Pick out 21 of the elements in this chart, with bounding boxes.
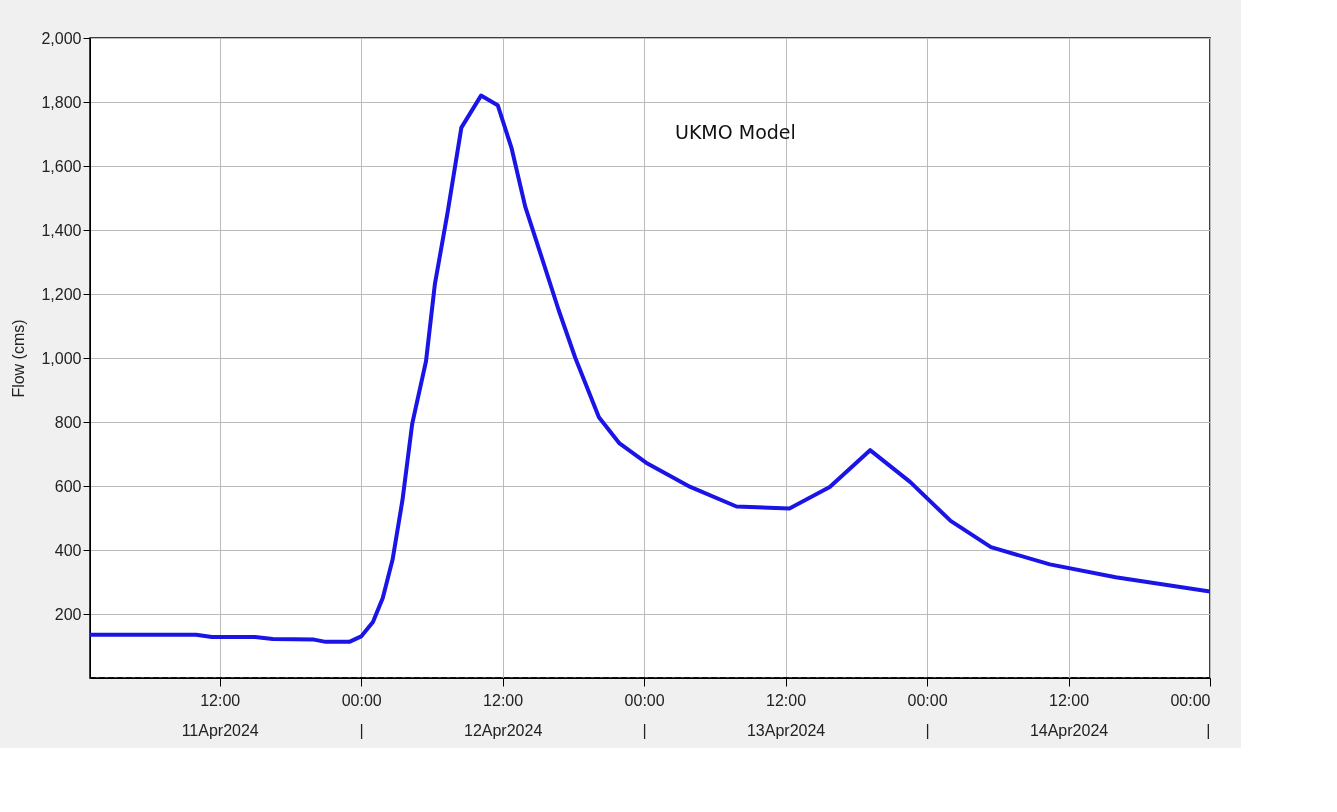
- x-tick-label: 12:00 14Apr2024: [1029, 691, 1109, 739]
- x-tick-label: 00:00 |: [624, 691, 665, 739]
- x-tick-label: 12:00 13Apr2024: [746, 691, 826, 739]
- y-tick-label: 1,400: [41, 221, 82, 239]
- y-tick-label: 1,600: [41, 157, 82, 175]
- y-tick-label: 1,200: [41, 285, 82, 303]
- y-tick-label: 600: [54, 477, 82, 495]
- y-tick-label: 2,000: [41, 29, 82, 47]
- x-tick-label: 00:00 |: [341, 691, 382, 739]
- y-tick-label: 800: [54, 413, 82, 431]
- annotation: UKMO Model: [675, 121, 796, 143]
- y-axis-title: Flow (cms): [10, 319, 28, 398]
- x-tick-label: 12:00 11Apr2024: [181, 691, 259, 739]
- x-tick-label: 00:00 |: [1170, 691, 1211, 739]
- x-tick-label: 00:00 |: [907, 691, 948, 739]
- y-tick-label: 1,800: [41, 93, 82, 111]
- y-tick-label: 400: [54, 541, 82, 559]
- line-series: [90, 93, 1210, 644]
- y-tick-label: 200: [54, 605, 82, 623]
- y-tick-label: 1,000: [41, 349, 82, 367]
- x-tick-label: 12:00 12Apr2024: [463, 691, 543, 739]
